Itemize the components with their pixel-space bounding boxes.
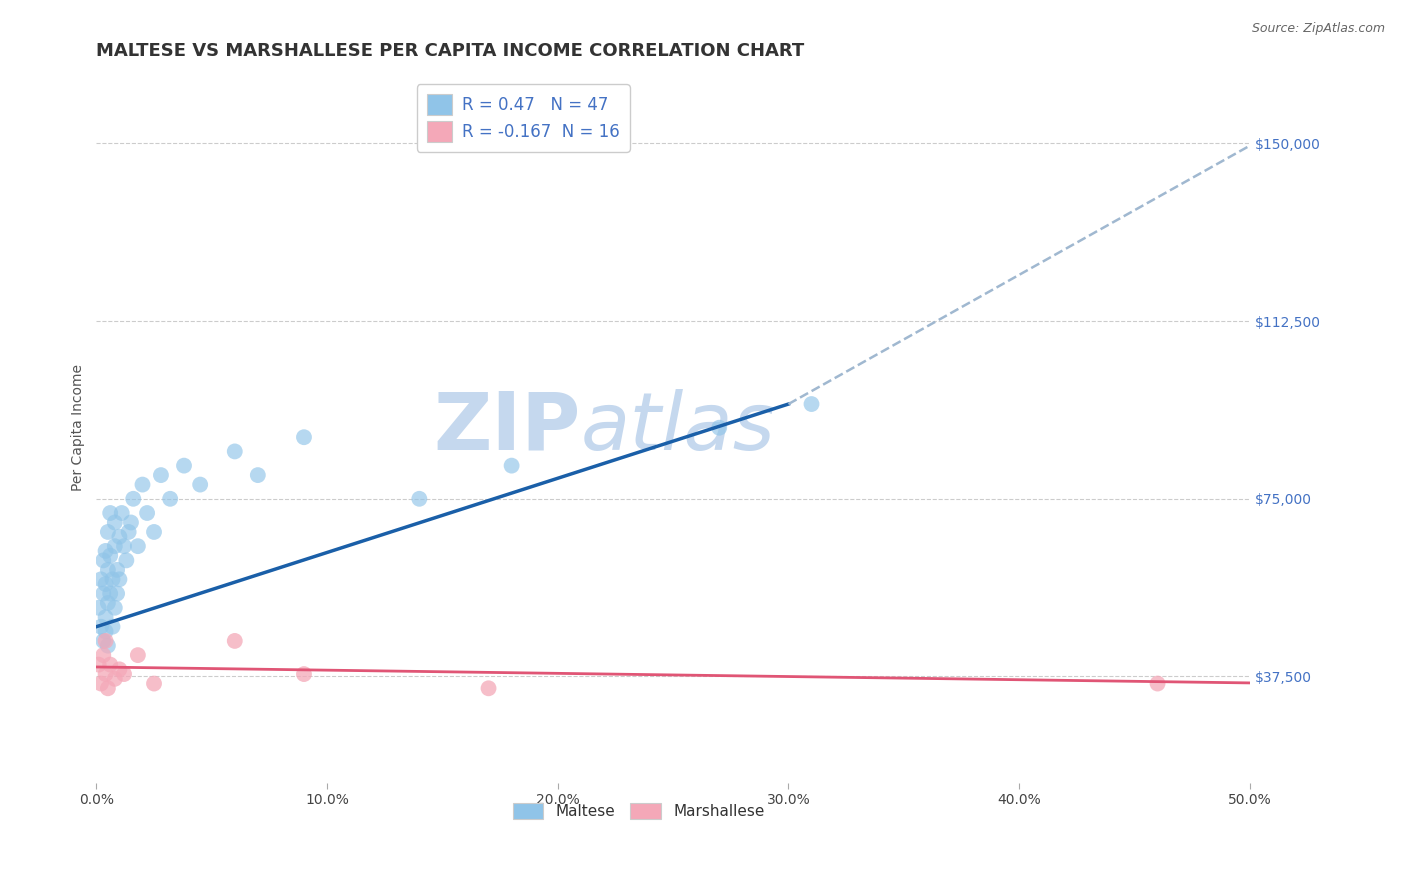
Point	[104, 600, 127, 615]
Point	[159, 491, 181, 506]
Point	[143, 524, 166, 539]
Point	[108, 530, 131, 544]
Point	[97, 563, 120, 577]
Point	[91, 648, 114, 662]
Point	[108, 662, 131, 676]
Point	[709, 421, 731, 435]
Point	[97, 681, 120, 696]
Point	[98, 506, 121, 520]
Point	[108, 572, 131, 586]
Point	[143, 676, 166, 690]
Point	[127, 648, 149, 662]
Legend: Maltese, Marshallese: Maltese, Marshallese	[506, 797, 770, 825]
Point	[105, 563, 128, 577]
Point	[105, 586, 128, 600]
Point	[120, 516, 142, 530]
Point	[800, 397, 823, 411]
Point	[173, 458, 195, 473]
Point	[97, 639, 120, 653]
Point	[98, 586, 121, 600]
Point	[90, 572, 112, 586]
Text: MALTESE VS MARSHALLESE PER CAPITA INCOME CORRELATION CHART: MALTESE VS MARSHALLESE PER CAPITA INCOME…	[97, 42, 804, 60]
Point	[94, 634, 117, 648]
Point	[87, 657, 110, 672]
Text: Source: ZipAtlas.com: Source: ZipAtlas.com	[1251, 22, 1385, 36]
Point	[136, 506, 159, 520]
Point	[115, 553, 138, 567]
Point	[98, 657, 121, 672]
Text: ZIP: ZIP	[433, 389, 581, 467]
Point	[104, 672, 127, 686]
Point	[91, 553, 114, 567]
Point	[122, 491, 145, 506]
Point	[94, 544, 117, 558]
Point	[131, 477, 153, 491]
Point	[1146, 676, 1168, 690]
Point	[94, 577, 117, 591]
Point	[127, 539, 149, 553]
Point	[408, 491, 430, 506]
Point	[188, 477, 211, 491]
Point	[112, 539, 135, 553]
Point	[98, 549, 121, 563]
Point	[224, 444, 246, 458]
Point	[90, 676, 112, 690]
Point	[112, 667, 135, 681]
Point	[94, 624, 117, 639]
Point	[91, 586, 114, 600]
Point	[97, 524, 120, 539]
Point	[97, 596, 120, 610]
Point	[224, 634, 246, 648]
Point	[292, 430, 315, 444]
Point	[149, 468, 172, 483]
Point	[104, 516, 127, 530]
Point	[94, 667, 117, 681]
Point	[117, 524, 139, 539]
Y-axis label: Per Capita Income: Per Capita Income	[72, 364, 86, 491]
Point	[90, 620, 112, 634]
Point	[477, 681, 499, 696]
Point	[87, 600, 110, 615]
Point	[501, 458, 523, 473]
Point	[101, 620, 124, 634]
Text: atlas: atlas	[581, 389, 776, 467]
Point	[104, 539, 127, 553]
Point	[246, 468, 269, 483]
Point	[94, 610, 117, 624]
Point	[111, 506, 134, 520]
Point	[91, 634, 114, 648]
Point	[101, 572, 124, 586]
Point	[292, 667, 315, 681]
